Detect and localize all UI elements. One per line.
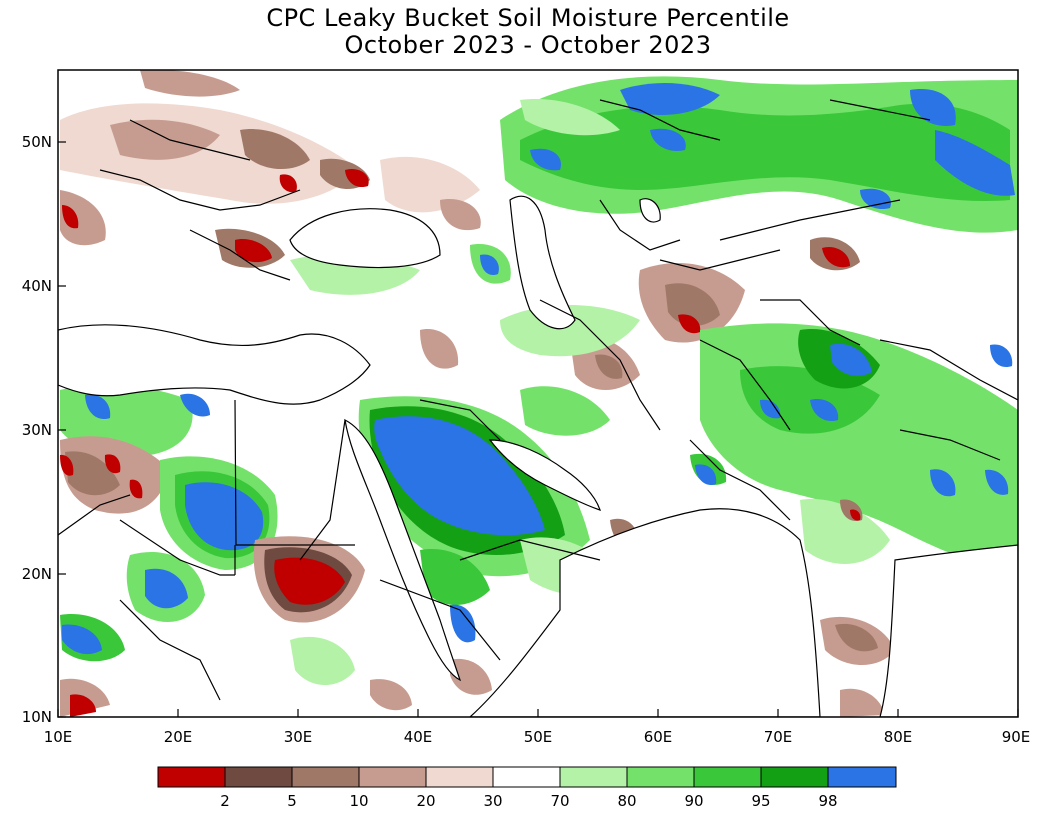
percentile-field (58, 70, 1018, 717)
coastlines (58, 99, 1018, 717)
legend-label: 20 (416, 792, 435, 810)
legend-label: 30 (483, 792, 502, 810)
legend-swatch-7 (626, 766, 695, 788)
y-tick-label: 30N (22, 421, 52, 439)
color-legend: 2 5 10 20 30 70 80 90 95 98 (157, 766, 897, 810)
map-subtitle: October 2023 - October 2023 (344, 31, 712, 59)
legend-swatch-9 (760, 766, 829, 788)
x-tick-label: 50E (524, 728, 553, 746)
x-tick-label: 90E (1002, 728, 1031, 746)
legend-label: 80 (617, 792, 636, 810)
x-tick-label: 70E (764, 728, 793, 746)
legend-swatch-3 (358, 766, 427, 788)
x-tick-label: 20E (164, 728, 193, 746)
x-axis-labels: 10E 20E 30E 40E 50E 60E 70E 80E 90E (44, 728, 1031, 746)
legend-swatch-4 (425, 766, 494, 788)
legend-label: 10 (349, 792, 368, 810)
map-title: CPC Leaky Bucket Soil Moisture Percentil… (266, 4, 790, 32)
legend-swatch-6 (559, 766, 628, 788)
legend-swatch-1 (224, 766, 293, 788)
x-tick-label: 80E (884, 728, 913, 746)
x-tick-label: 10E (44, 728, 73, 746)
x-tick-label: 40E (404, 728, 433, 746)
legend-label: 95 (751, 792, 770, 810)
x-tick-label: 60E (644, 728, 673, 746)
y-tick-label: 10N (22, 708, 52, 726)
y-tick-label: 20N (22, 565, 52, 583)
legend-label: 2 (220, 792, 230, 810)
legend-swatch-8 (693, 766, 762, 788)
y-tick-label: 50N (22, 133, 52, 151)
legend-swatch-5 (492, 766, 561, 788)
legend-label: 90 (684, 792, 703, 810)
legend-label: 5 (287, 792, 297, 810)
legend-swatch-0 (157, 766, 226, 788)
legend-label: 70 (550, 792, 569, 810)
tick-marks (57, 141, 1019, 718)
x-tick-label: 30E (284, 728, 313, 746)
legend-label: 98 (818, 792, 837, 810)
y-tick-label: 40N (22, 277, 52, 295)
y-axis-labels: 10N 20N 30N 40N 50N (22, 133, 52, 726)
legend-swatch-2 (291, 766, 360, 788)
legend-swatch-10 (827, 766, 897, 788)
